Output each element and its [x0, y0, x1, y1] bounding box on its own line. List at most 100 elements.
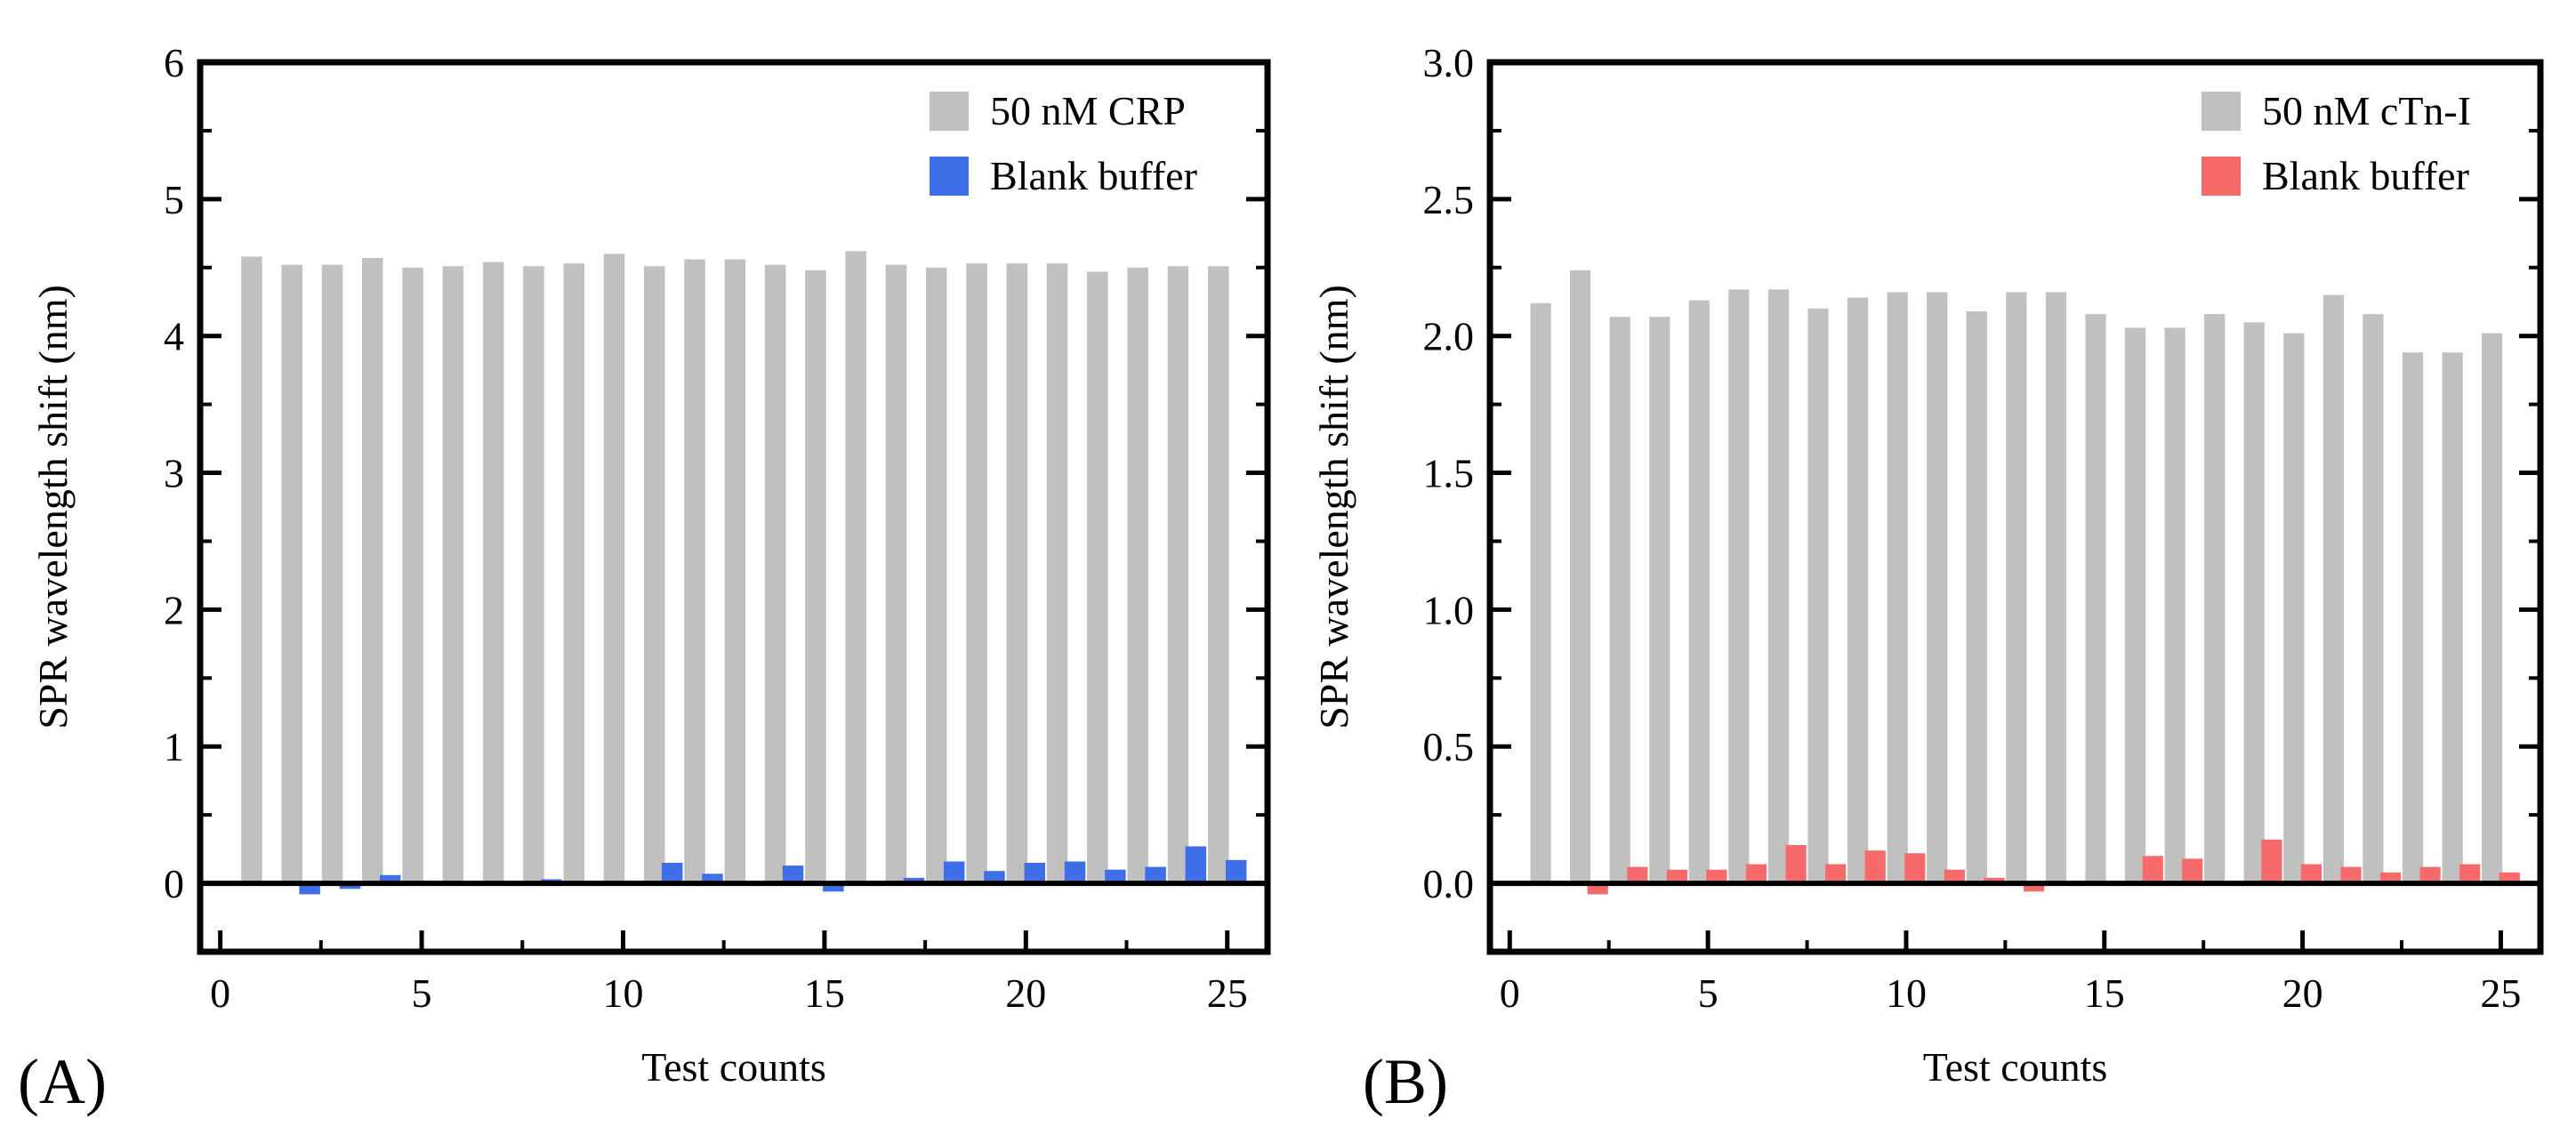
x-tick-label: 10	[602, 970, 643, 1016]
bar-analyte-20	[1006, 263, 1028, 884]
bar-blank-17	[903, 877, 925, 884]
bar-blank-2	[1587, 883, 1608, 895]
bar-analyte-6	[442, 266, 464, 883]
bar-analyte-7	[1767, 289, 1790, 884]
legend-swatch	[930, 92, 969, 131]
x-tick-label: 20	[2282, 970, 2323, 1016]
bar-analyte-1	[1530, 302, 1551, 884]
bar-blank-16	[2142, 856, 2163, 884]
panel-label-b: (B)	[1363, 1046, 1448, 1117]
bar-blank-5	[1706, 869, 1727, 884]
bar-analyte-11	[1927, 292, 1948, 884]
bar-blank-13	[2023, 883, 2045, 892]
bar-blank-24	[2459, 864, 2481, 883]
y-tick-label: 4	[164, 314, 184, 359]
x-tick-label: 10	[1886, 970, 1927, 1016]
y-tick-label: 1.5	[1423, 451, 1475, 496]
y-tick-label: 5	[164, 177, 184, 222]
bar-analyte-25	[2482, 333, 2503, 884]
bar-blank-19	[984, 871, 1005, 883]
bar-analyte-11	[644, 266, 665, 883]
bar-blank-4	[380, 874, 401, 883]
bar-blank-23	[2419, 866, 2441, 884]
bar-blank-20	[1024, 863, 1045, 884]
bar-blank-25	[1225, 859, 1247, 884]
bar-blank-21	[1064, 861, 1086, 884]
bar-blank-25	[2499, 872, 2520, 884]
x-tick-label: 5	[412, 970, 432, 1016]
bar-analyte-18	[926, 267, 947, 884]
bar-analyte-17	[2164, 327, 2186, 884]
bar-blank-10	[1904, 853, 1926, 883]
y-tick-label: 0.0	[1423, 861, 1475, 906]
y-axis-title: SPR wavelength shift (nm)	[30, 285, 76, 729]
bar-analyte-22	[1087, 271, 1108, 884]
bar-blank-9	[1864, 850, 1886, 884]
plot-frame	[197, 59, 1271, 955]
bar-analyte-24	[2442, 352, 2463, 884]
bar-analyte-2	[1570, 270, 1591, 883]
bar-blank-7	[1785, 845, 1807, 884]
bar-blank-4	[1666, 869, 1687, 884]
y-tick-label: 1.0	[1423, 587, 1475, 632]
y-tick-label: 2.0	[1423, 314, 1475, 359]
bar-analyte-2	[281, 264, 302, 884]
bar-blank-11	[661, 863, 683, 884]
bar-analyte-19	[2243, 322, 2265, 884]
x-tick-label: 5	[1698, 970, 1719, 1016]
x-tick-label: 0	[1500, 970, 1520, 1016]
bar-analyte-23	[1127, 267, 1148, 884]
y-tick-label: 0.5	[1423, 724, 1475, 769]
bar-analyte-3	[321, 264, 343, 884]
bar-analyte-3	[1609, 317, 1630, 884]
bar-blank-24	[1185, 846, 1207, 883]
x-tick-label: 0	[210, 970, 230, 1016]
bar-analyte-9	[563, 263, 584, 884]
legend-swatch	[2202, 157, 2241, 196]
bar-analyte-13	[2006, 292, 2027, 884]
bar-blank-6	[1745, 864, 1767, 883]
panel-label-a: (A)	[18, 1046, 107, 1117]
bar-analyte-14	[2045, 292, 2066, 884]
bar-analyte-6	[1728, 289, 1750, 884]
bar-blank-3	[339, 883, 361, 889]
bar-blank-15	[823, 883, 844, 892]
bar-blank-21	[2340, 866, 2362, 884]
legend-label: 50 nM cTn-I	[2262, 88, 2471, 133]
bar-analyte-7	[482, 262, 504, 884]
y-tick-label: 3	[164, 451, 184, 496]
bar-analyte-12	[1966, 311, 1987, 884]
bar-analyte-15	[2085, 314, 2106, 884]
plot-frame	[1486, 59, 2544, 955]
x-tick-label: 25	[1207, 970, 1248, 1016]
legend-swatch	[930, 157, 969, 196]
bar-analyte-22	[2363, 314, 2384, 884]
bar-blank-8	[1825, 864, 1847, 883]
bar-analyte-8	[523, 266, 544, 883]
y-tick-label: 2	[164, 587, 184, 632]
bar-analyte-5	[1688, 300, 1710, 884]
y-tick-label: 6	[164, 40, 184, 85]
bar-analyte-13	[724, 259, 746, 883]
bar-analyte-10	[1887, 292, 1908, 884]
bar-blank-2	[299, 883, 320, 895]
bar-blank-3	[1627, 866, 1648, 884]
bar-analyte-14	[764, 264, 786, 884]
y-axis-title: SPR wavelength shift (nm)	[1311, 285, 1356, 729]
bar-analyte-21	[2322, 294, 2344, 883]
legend-label: Blank buffer	[990, 153, 1197, 198]
bar-analyte-4	[362, 258, 383, 884]
y-tick-label: 2.5	[1423, 177, 1475, 222]
bar-blank-19	[2261, 839, 2282, 883]
bar-analyte-21	[1046, 263, 1068, 884]
bar-blank-12	[1984, 877, 2005, 884]
panel-a: 0 1 2 3 4 5 6 0 5 10 15 20 25 Test counts SPR waveleng…	[18, 40, 1271, 1117]
bar-blank-18	[943, 861, 965, 884]
y-tick-label: 1	[164, 724, 184, 769]
bar-analyte-16	[845, 251, 866, 884]
x-axis-title: Test counts	[641, 1044, 826, 1090]
bar-blank-22	[2380, 872, 2402, 884]
legend-label: Blank buffer	[2262, 153, 2469, 198]
bar-blank-11	[1944, 869, 1965, 884]
bar-analyte-10	[603, 254, 625, 884]
